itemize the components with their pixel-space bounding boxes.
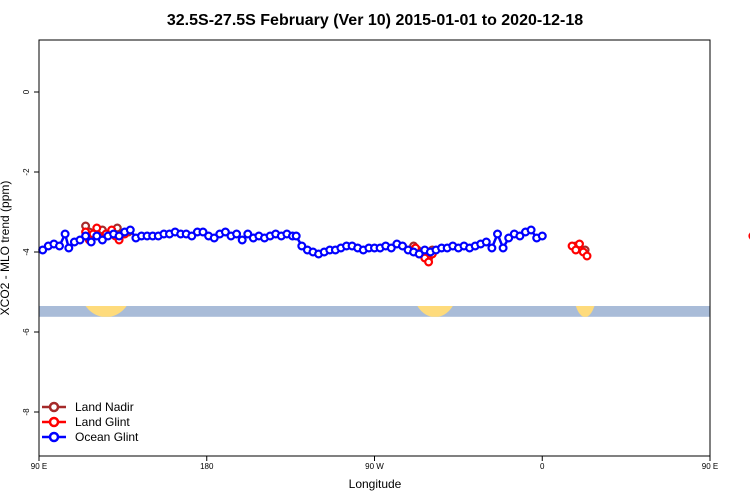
data-point-ocean-glint [504,233,514,243]
data-point-ocean-glint [386,243,396,253]
data-point-ocean-glint [92,231,102,241]
legend-label: Land Glint [75,415,130,429]
x-tick-label: 90 E [702,462,718,471]
legend-swatch-marker [48,431,60,443]
legend-swatch-marker [48,401,60,413]
y-tick-label: 0 [22,89,31,94]
data-point-ocean-glint [487,243,497,253]
data-point-ocean-glint [209,233,219,243]
data-point-land-glint [424,257,434,267]
x-axis: 90 E 180 90 W 0 90 E [31,456,718,471]
y-tick-label: -2 [22,168,31,176]
data-point-ocean-glint [64,243,74,253]
data-point-land-glint [574,239,584,249]
legend-item-land-nadir: Land Nadir [42,400,134,414]
data-point-ocean-glint [297,241,307,251]
series-land-glint [81,223,750,267]
data-point-ocean-glint [498,243,508,253]
data-point-ocean-glint [493,229,503,239]
data-point-ocean-glint [398,241,408,251]
chart-title: 32.5S-27.5S February (Ver 10) 2015-01-01… [167,12,583,29]
x-axis-label: Longitude [349,477,402,491]
land-band-segment [85,306,127,317]
x-tick-label: 0 [540,462,545,471]
x-tick-label: 90 E [31,462,47,471]
y-tick-label: -6 [22,328,31,336]
data-point-ocean-glint [60,229,70,239]
data-point-ocean-glint [526,225,536,235]
data-point-ocean-glint [81,231,91,241]
data-point-ocean-glint [54,241,64,251]
y-tick-label: -8 [22,408,31,416]
data-point-ocean-glint [232,229,242,239]
data-point-ocean-glint [515,231,525,241]
legend-swatch-marker [48,416,60,428]
data-point-ocean-glint [291,231,301,241]
data-point-ocean-glint [220,227,230,237]
data-point-ocean-glint [537,231,547,241]
data-point-ocean-glint [414,249,424,259]
data-point-land-glint [92,223,102,233]
data-point-ocean-glint [187,231,197,241]
land-ocean-band [39,306,710,317]
series-ocean-glint [38,225,547,259]
data-point-ocean-glint [237,235,247,245]
data-point-ocean-glint [198,227,208,237]
legend-label: Land Nadir [75,400,134,414]
ocean-band [39,306,710,317]
data-point-ocean-glint [75,235,85,245]
data-point-ocean-glint [481,237,491,247]
series-layer [38,221,750,267]
legend-label: Ocean Glint [75,430,139,444]
data-point-land-glint [571,245,581,255]
x-tick-label: 90 W [365,462,384,471]
data-point-ocean-glint [114,231,124,241]
y-axis: 0 -2 -4 -6 -8 [22,89,39,416]
data-point-ocean-glint [86,237,96,247]
data-point-land-glint [582,251,592,261]
legend-item-ocean-glint: Ocean Glint [42,430,139,444]
x-tick-label: 180 [200,462,214,471]
y-tick-label: -4 [22,248,31,256]
land-band-segment [575,306,595,317]
data-point-ocean-glint [125,225,135,235]
y-axis-label: XCO2 - MLO trend (ppm) [0,181,12,316]
data-point-ocean-glint [97,235,107,245]
land-band-segment [417,306,453,317]
legend-item-land-glint: Land Glint [42,415,130,429]
